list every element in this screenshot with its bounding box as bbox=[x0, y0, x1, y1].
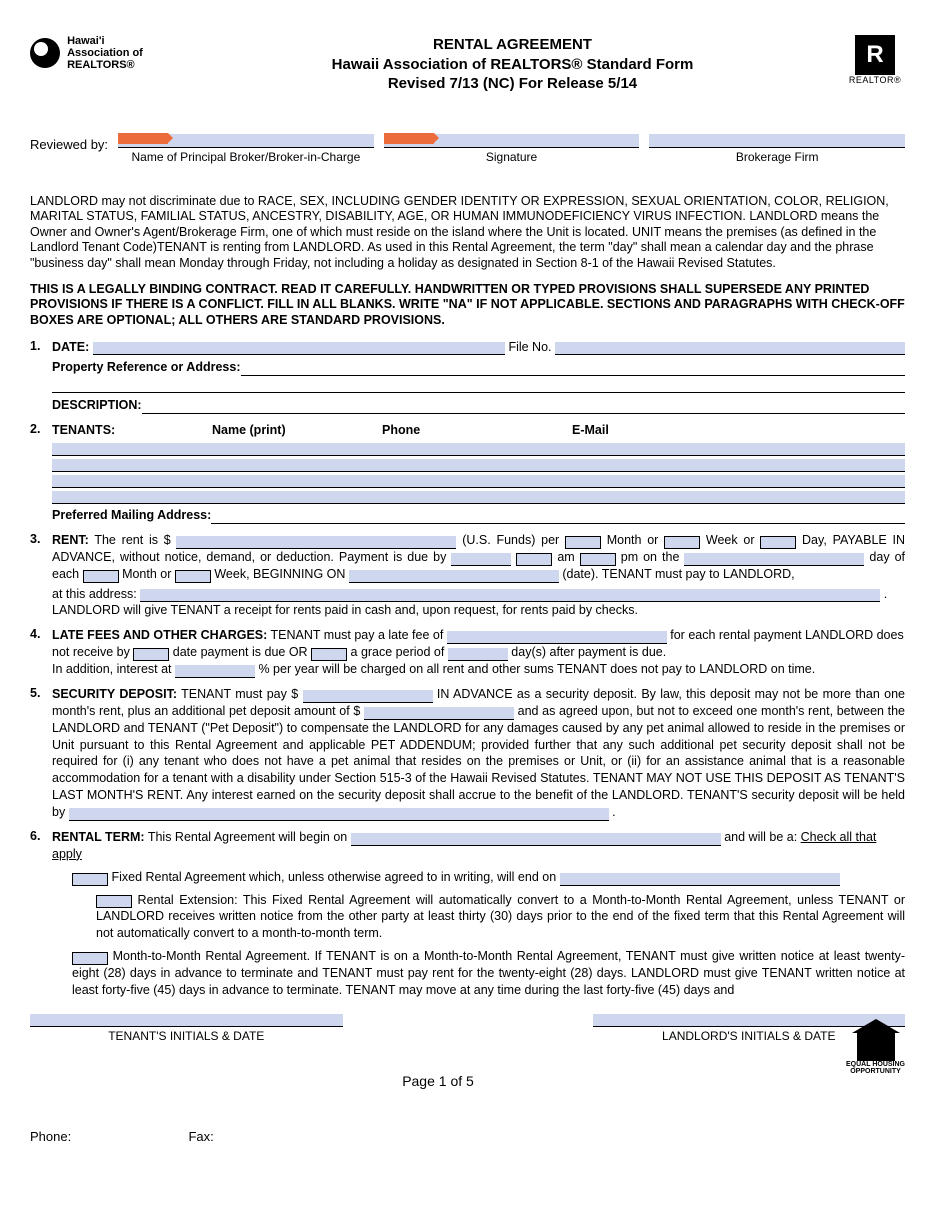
description-field[interactable] bbox=[142, 401, 905, 414]
deposit-amount-field[interactable] bbox=[303, 690, 433, 703]
term-begin-field[interactable] bbox=[351, 833, 721, 846]
description-label: DESCRIPTION: bbox=[52, 397, 142, 414]
tenants-col-email: E-Mail bbox=[572, 422, 609, 439]
fax-label: Fax: bbox=[188, 1129, 213, 1144]
rent-due-time-field[interactable] bbox=[451, 553, 511, 566]
title-line1: RENTAL AGREEMENT bbox=[180, 35, 845, 55]
rent-label: RENT: bbox=[52, 533, 89, 547]
rent-day-checkbox[interactable] bbox=[760, 536, 796, 549]
tenant-row-4[interactable] bbox=[52, 491, 905, 504]
tenant-initials-caption: TENANT'S INITIALS & DATE bbox=[30, 1029, 343, 1043]
rent-amount-field[interactable] bbox=[176, 536, 456, 549]
sign-tag-icon bbox=[384, 133, 434, 144]
rent-each-week-checkbox[interactable] bbox=[175, 570, 211, 583]
reviewed-by-row: Reviewed by: Name of Principal Broker/Br… bbox=[30, 134, 905, 164]
sign-tag-icon bbox=[118, 133, 168, 144]
broker-name-caption: Name of Principal Broker/Broker-in-Charg… bbox=[118, 150, 374, 164]
fixed-agreement-checkbox[interactable] bbox=[72, 873, 108, 886]
section-4-late-fees: 4. LATE FEES AND OTHER CHARGES: TENANT m… bbox=[30, 627, 905, 678]
property-ref-field[interactable] bbox=[241, 363, 906, 376]
footer-contact: Phone: Fax: bbox=[30, 1129, 905, 1144]
tenants-label: TENANTS: bbox=[52, 422, 212, 439]
logo-realtor: R REALTOR® bbox=[845, 35, 905, 85]
tenant-initials-field[interactable] bbox=[30, 1014, 343, 1027]
file-no-field[interactable] bbox=[555, 342, 905, 355]
late-fee-amount-field[interactable] bbox=[447, 631, 667, 644]
intro-paragraph-1: LANDLORD may not discriminate due to RAC… bbox=[30, 194, 905, 272]
house-icon bbox=[857, 1033, 895, 1061]
logo-line1: Hawai'i bbox=[67, 35, 104, 47]
section-5-security-deposit: 5. SECURITY DEPOSIT: TENANT must pay $ I… bbox=[30, 686, 905, 821]
rent-each-month-checkbox[interactable] bbox=[83, 570, 119, 583]
signature-field[interactable] bbox=[384, 134, 640, 148]
mailing-address-field[interactable] bbox=[211, 511, 905, 524]
title-block: RENTAL AGREEMENT Hawaii Association of R… bbox=[180, 35, 845, 94]
globe-icon bbox=[30, 38, 60, 68]
section-number: 4. bbox=[30, 627, 52, 678]
property-ref-label: Property Reference or Address: bbox=[52, 359, 241, 376]
intro-paragraph-2: THIS IS A LEGALLY BINDING CONTRACT. READ… bbox=[30, 282, 905, 329]
rent-pm-checkbox[interactable] bbox=[580, 553, 616, 566]
title-line3: Revised 7/13 (NC) For Release 5/14 bbox=[180, 74, 845, 94]
tenant-row-3[interactable] bbox=[52, 475, 905, 488]
property-ref-field-2[interactable] bbox=[52, 380, 905, 393]
mailing-address-label: Preferred Mailing Address: bbox=[52, 507, 211, 524]
late-fee-due-checkbox[interactable] bbox=[133, 648, 169, 661]
rent-week-checkbox[interactable] bbox=[664, 536, 700, 549]
section-number: 2. bbox=[30, 422, 52, 524]
section-number: 3. bbox=[30, 532, 52, 619]
month-to-month-checkbox[interactable] bbox=[72, 952, 108, 965]
page-number: Page 1 of 5 bbox=[30, 1073, 905, 1089]
late-fee-grace-days-field[interactable] bbox=[448, 648, 508, 661]
tenant-row-1[interactable] bbox=[52, 443, 905, 456]
realtor-r-icon: R bbox=[855, 35, 895, 75]
header: Hawai'i Association of REALTORS® RENTAL … bbox=[30, 35, 905, 94]
pet-deposit-field[interactable] bbox=[364, 707, 514, 720]
tenants-col-name: Name (print) bbox=[212, 422, 382, 439]
reviewed-by-label: Reviewed by: bbox=[30, 137, 108, 164]
rent-month-checkbox[interactable] bbox=[565, 536, 601, 549]
file-no-label: File No. bbox=[508, 339, 551, 356]
title-line2: Hawaii Association of REALTORS® Standard… bbox=[180, 55, 845, 75]
eho-text2: OPPORTUNITY bbox=[846, 1068, 905, 1075]
late-fees-label: LATE FEES AND OTHER CHARGES: bbox=[52, 628, 267, 642]
rent-address-field[interactable] bbox=[140, 589, 880, 602]
tenant-row-2[interactable] bbox=[52, 459, 905, 472]
section-number: 6. bbox=[30, 829, 52, 999]
late-fee-grace-checkbox[interactable] bbox=[311, 648, 347, 661]
rent-receipt-text: LANDLORD will give TENANT a receipt for … bbox=[52, 602, 905, 619]
logo-line3: REALTORS® bbox=[67, 59, 135, 71]
eho-text1: EQUAL HOUSING bbox=[846, 1061, 905, 1068]
security-deposit-label: SECURITY DEPOSIT: bbox=[52, 687, 177, 701]
realtor-caption: REALTOR® bbox=[845, 75, 905, 85]
date-field[interactable] bbox=[93, 342, 505, 355]
section-number: 1. bbox=[30, 339, 52, 415]
rent-am-checkbox[interactable] bbox=[516, 553, 552, 566]
section-1-date: 1. DATE: File No. Property Reference or … bbox=[30, 339, 905, 415]
section-number: 5. bbox=[30, 686, 52, 821]
deposit-held-by-field[interactable] bbox=[69, 808, 609, 821]
logo-hawaii-realtors: Hawai'i Association of REALTORS® bbox=[30, 35, 180, 71]
tenants-col-phone: Phone bbox=[382, 422, 572, 439]
brokerage-firm-field[interactable] bbox=[649, 134, 905, 148]
late-fee-interest-field[interactable] bbox=[175, 665, 255, 678]
signature-caption: Signature bbox=[384, 150, 640, 164]
brokerage-firm-caption: Brokerage Firm bbox=[649, 150, 905, 164]
rent-begin-date-field[interactable] bbox=[349, 570, 559, 583]
footer-signatures: TENANT'S INITIALS & DATE LANDLORD'S INIT… bbox=[30, 1014, 905, 1043]
section-6-rental-term: 6. RENTAL TERM: This Rental Agreement wi… bbox=[30, 829, 905, 999]
logo-line2: Association of bbox=[67, 47, 143, 59]
rental-term-label: RENTAL TERM: bbox=[52, 830, 145, 844]
date-label: DATE: bbox=[52, 339, 89, 356]
section-2-tenants: 2. TENANTS: Name (print) Phone E-Mail Pr… bbox=[30, 422, 905, 524]
fixed-end-date-field[interactable] bbox=[560, 873, 840, 886]
rental-extension-checkbox[interactable] bbox=[96, 895, 132, 908]
rent-due-day-field[interactable] bbox=[684, 553, 864, 566]
section-3-rent: 3. RENT: The rent is $ (U.S. Funds) per … bbox=[30, 532, 905, 619]
broker-name-field[interactable] bbox=[118, 134, 374, 148]
phone-label: Phone: bbox=[30, 1129, 71, 1144]
